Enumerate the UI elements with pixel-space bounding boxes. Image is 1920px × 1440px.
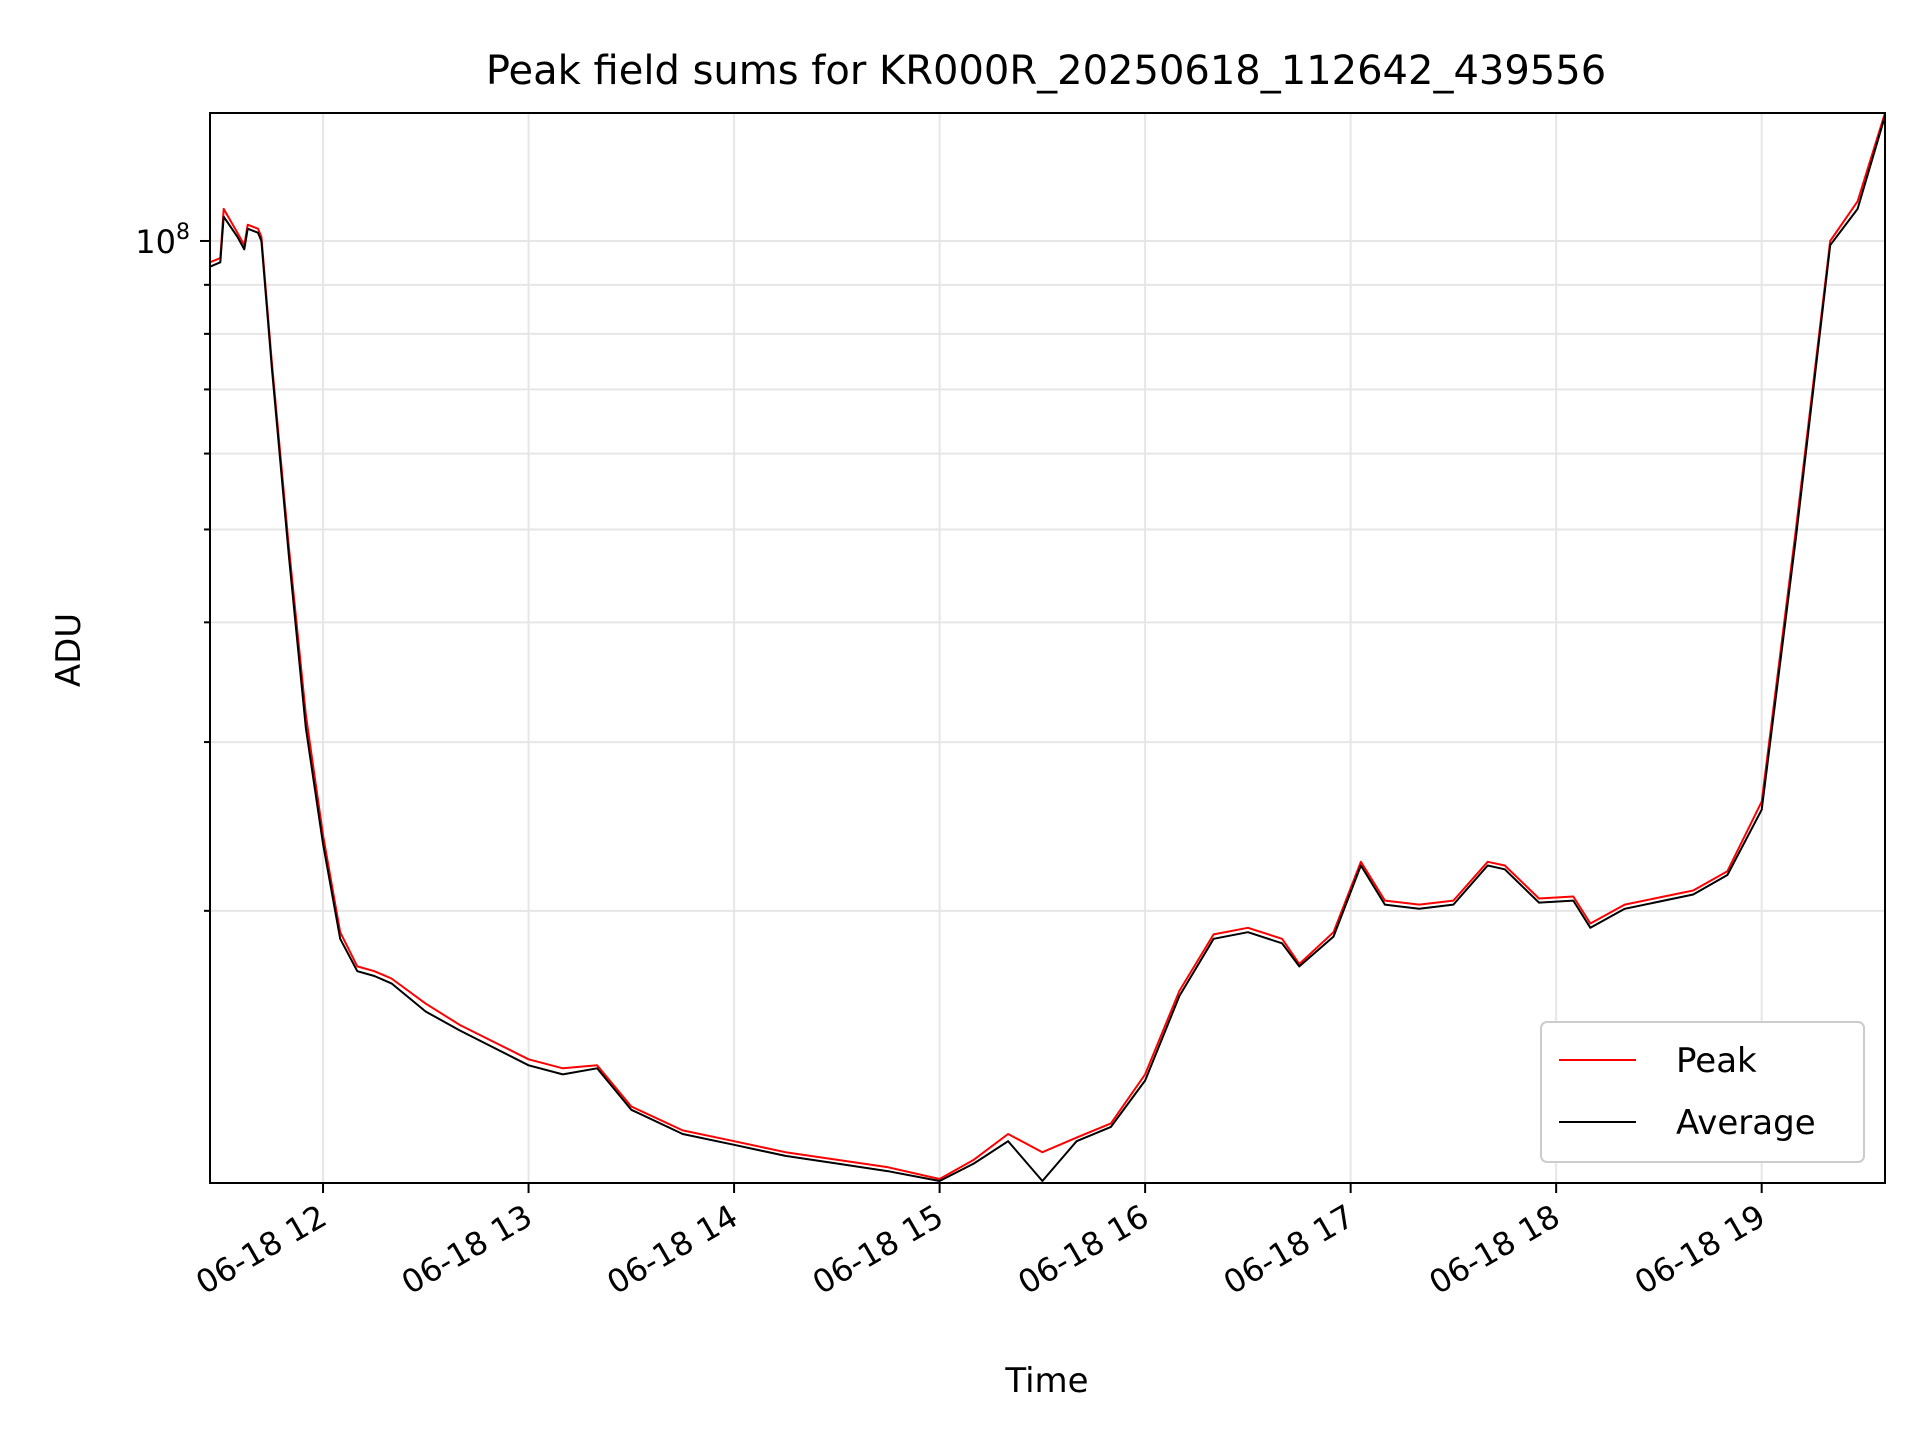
legend-box: [1540, 1021, 1865, 1163]
y-tick-label: 108: [135, 220, 190, 261]
x-tick-label: 06-18 19: [1628, 1197, 1772, 1302]
x-tick-label: 06-18 13: [395, 1197, 539, 1302]
x-tick-label: 06-18 12: [189, 1197, 333, 1302]
x-tick-label: 06-18 15: [806, 1197, 950, 1302]
x-tick-label: 06-18 17: [1217, 1197, 1361, 1302]
x-tick-label: 06-18 14: [600, 1197, 744, 1302]
legend-label-average: Average: [1676, 1103, 1816, 1143]
series-line-average: [209, 115, 1886, 1182]
legend: Peak Average: [1540, 1021, 1865, 1163]
x-tick-label: 06-18 18: [1423, 1197, 1567, 1302]
series-line-peak: [209, 112, 1886, 1180]
x-tick-label: 06-18 16: [1012, 1197, 1156, 1302]
y-axis: 108: [135, 220, 210, 912]
grid: [210, 113, 1885, 1183]
axes-frame: [209, 112, 1886, 1184]
y-axis-label: ADU: [49, 613, 89, 687]
legend-label-peak: Peak: [1676, 1041, 1757, 1081]
x-axis-label: Time: [1004, 1361, 1088, 1401]
x-axis: 06-18 12 06-18 13 06-18 14 06-18 15 06-18 16…: [189, 1183, 1772, 1302]
plot-area: [209, 112, 1886, 1182]
y-tick-exponent: 8: [176, 220, 190, 245]
chart-title: Peak field sums for KR000R_20250618_1126…: [486, 48, 1606, 94]
